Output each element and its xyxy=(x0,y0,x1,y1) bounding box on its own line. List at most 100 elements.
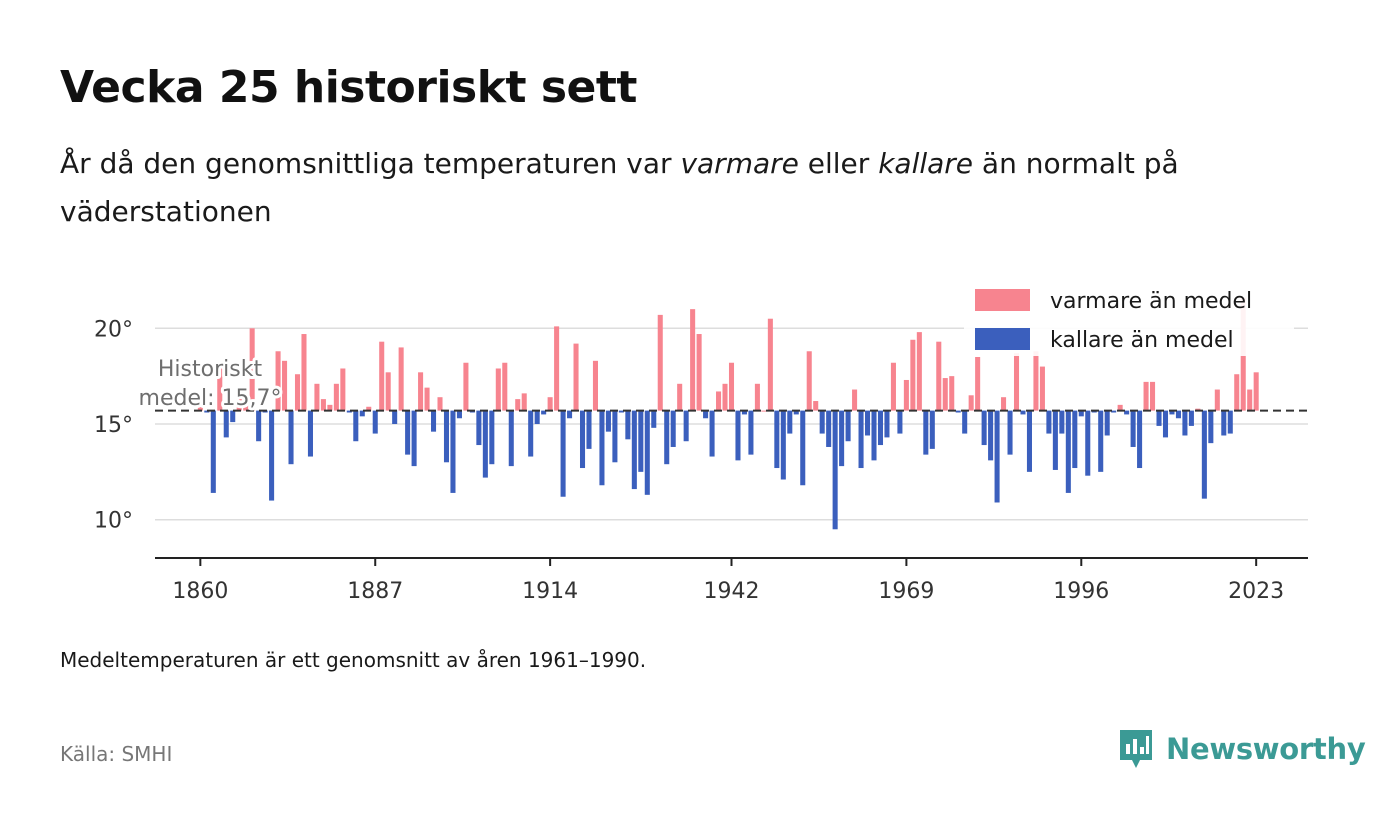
x-tick-label: 1860 xyxy=(172,579,228,604)
bar-1932 xyxy=(664,410,670,465)
bar-1916 xyxy=(560,410,566,497)
bar-1894 xyxy=(418,372,424,411)
subtitle-text-2: eller xyxy=(798,147,879,180)
legend-cold-swatch xyxy=(975,328,1030,350)
bar-1985 xyxy=(1007,410,1013,455)
bar-1867 xyxy=(243,401,249,411)
bar-1941 xyxy=(722,383,728,411)
bar-1986 xyxy=(1013,353,1020,411)
bar-1987 xyxy=(1020,410,1026,415)
bar-1993 xyxy=(1059,410,1065,434)
page-subtitle: År då den genomsnittliga temperaturen va… xyxy=(60,140,1310,236)
bar-1874 xyxy=(288,410,294,465)
brand-name: Newsworthy xyxy=(1166,732,1366,766)
bar-1923 xyxy=(605,410,611,432)
bar-1929 xyxy=(644,410,650,495)
bar-1966 xyxy=(884,410,890,438)
bar-1924 xyxy=(612,410,618,463)
baseline-label-line2: medel: 15,7° xyxy=(139,386,282,411)
bar-1886 xyxy=(366,406,372,411)
bar-1947 xyxy=(761,410,767,412)
bar-1904 xyxy=(482,410,488,478)
bar-1928 xyxy=(638,410,644,472)
page-title: Vecka 25 historiskt sett xyxy=(60,62,637,113)
x-tick-label: 1996 xyxy=(1053,579,1109,604)
bar-1968 xyxy=(897,410,903,434)
bar-1951 xyxy=(787,410,793,434)
bar-1955 xyxy=(813,401,819,411)
bar-1927 xyxy=(631,410,637,490)
bar-1890 xyxy=(392,410,398,424)
bar-2012 xyxy=(1182,410,1188,436)
bar-1949 xyxy=(774,410,780,469)
bar-1939 xyxy=(709,410,715,457)
bar-1988 xyxy=(1026,410,1032,472)
bar-1946 xyxy=(754,383,760,411)
bar-1948 xyxy=(767,318,773,411)
bar-1915 xyxy=(554,326,560,411)
bar-1864 xyxy=(223,410,229,438)
bar-1989 xyxy=(1033,351,1039,411)
bar-1950 xyxy=(780,410,786,480)
bar-1882 xyxy=(340,368,346,411)
bar-1991 xyxy=(1046,410,1052,434)
bar-1973 xyxy=(929,410,935,449)
bar-1910 xyxy=(521,393,527,411)
bar-2002 xyxy=(1117,404,1123,411)
subtitle-cold-word: kallare xyxy=(878,147,974,180)
bar-1956 xyxy=(819,410,825,434)
bar-2004 xyxy=(1130,410,1136,447)
bar-1873 xyxy=(282,360,288,411)
bar-1881 xyxy=(333,383,339,411)
bar-2009 xyxy=(1162,410,1169,438)
bar-1917 xyxy=(567,410,573,419)
bar-1964 xyxy=(871,410,877,461)
bar-1962 xyxy=(858,410,864,469)
bar-2000 xyxy=(1104,410,1110,436)
bar-1878 xyxy=(314,383,320,411)
bar-1952 xyxy=(793,410,799,415)
bar-1997 xyxy=(1085,410,1091,476)
bar-1942 xyxy=(728,362,735,411)
bar-2006 xyxy=(1143,381,1149,411)
bar-1992 xyxy=(1052,410,1058,470)
bar-1977 xyxy=(955,410,961,413)
bar-2005 xyxy=(1137,410,1143,469)
x-tick-label: 1942 xyxy=(704,579,760,604)
bar-1860 xyxy=(197,399,203,411)
bar-1960 xyxy=(845,410,851,442)
bar-1954 xyxy=(806,351,812,411)
bar-1963 xyxy=(865,410,871,436)
bar-1871 xyxy=(269,410,275,501)
bar-1967 xyxy=(890,362,896,411)
bar-2015 xyxy=(1201,410,1207,499)
bar-1943 xyxy=(735,410,741,461)
bar-1905 xyxy=(489,410,495,465)
bar-1909 xyxy=(515,399,521,411)
bar-2020 xyxy=(1234,374,1240,411)
bar-2001 xyxy=(1111,410,1117,413)
bar-2003 xyxy=(1124,410,1130,415)
bar-1996 xyxy=(1078,410,1084,417)
x-tick-label: 2023 xyxy=(1228,579,1284,604)
bar-1937 xyxy=(696,334,702,411)
bar-1896 xyxy=(431,410,437,432)
bar-1912 xyxy=(534,410,540,424)
bar-1931 xyxy=(657,314,663,411)
bar-1978 xyxy=(962,410,968,434)
bar-1877 xyxy=(307,410,313,457)
bar-1979 xyxy=(968,395,974,411)
bar-2017 xyxy=(1214,389,1220,411)
bar-1885 xyxy=(359,410,365,417)
bar-1914 xyxy=(547,397,553,411)
bar-1990 xyxy=(1039,366,1045,411)
bar-1972 xyxy=(923,410,929,455)
bar-1975 xyxy=(942,378,948,411)
chart-bars xyxy=(197,297,1259,530)
bar-2010 xyxy=(1169,410,1175,415)
bar-1922 xyxy=(599,410,605,486)
bar-1918 xyxy=(573,343,579,411)
bar-1869 xyxy=(256,410,262,442)
newsworthy-logo-icon xyxy=(1120,730,1152,768)
